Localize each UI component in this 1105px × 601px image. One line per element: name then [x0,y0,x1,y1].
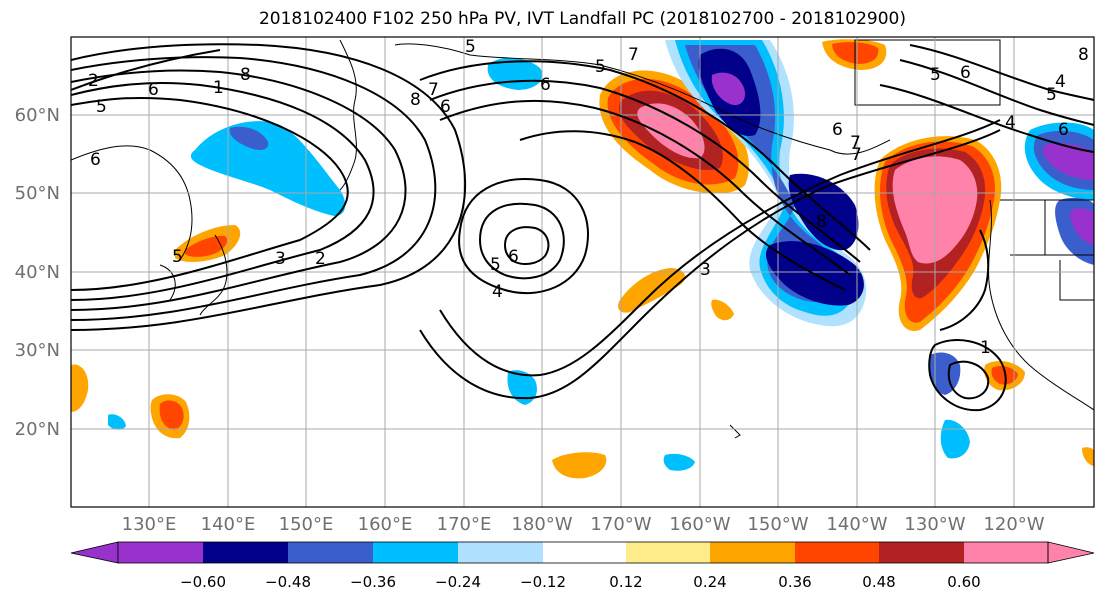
contour-label: 7 [428,80,439,100]
contour-label: 6 [540,75,551,95]
contour-label: 8 [816,212,827,232]
contour-label-group: 1 8 2 6 5 7 6 5 5 6 6 7 8 4 5 5 6 7 8 3 … [88,37,1089,358]
lon-label: 130°E [122,514,177,535]
lat-label: 20°N [15,419,60,440]
colorbar-tick-label: 0.12 [609,573,642,591]
contour-label: 6 [90,150,101,170]
contour-label: 6 [440,97,451,117]
colorbar-swatch [626,542,710,563]
colorbar-extend-left [70,541,119,564]
colorbar-tick-label: −0.36 [350,573,396,591]
contour-label: 1 [980,338,991,358]
contour-label: 5 [930,65,941,85]
lon-label: 160°E [358,514,413,535]
contour-label: 6 [832,120,843,140]
colorbar-tick-label: 0.36 [778,573,811,591]
lon-label: 130°W [904,514,965,535]
contour-label: 6 [960,63,971,83]
longitude-labels: 130°E 140°E 150°E 160°E 170°E 180°W 170°… [122,514,1045,535]
contour-label: 6 [508,247,519,267]
colorbar-swatch [964,542,1048,563]
lon-label: 150°W [747,514,808,535]
lon-label: 150°E [279,514,334,535]
lat-label: 30°N [15,340,60,361]
lon-label: 140°W [826,514,887,535]
colorbar-tick-label: −0.60 [180,573,226,591]
map-frame [70,36,1095,508]
contour-label: 8 [1078,45,1089,65]
latitude-labels: 60°N 50°N 40°N 30°N 20°N [15,105,60,440]
colorbar-swatch [288,542,373,563]
lon-label: 170°W [590,514,651,535]
contour-label: 2 [315,249,326,269]
map-panel: 1 8 2 6 5 7 6 5 5 6 6 7 8 4 5 5 6 7 8 3 … [71,37,1094,507]
contour-label: 5 [172,247,183,267]
colorbar-swatch [203,542,288,563]
contour-label: 7 [628,45,639,65]
colorbar-tick-label: −0.24 [435,573,481,591]
contour-label: 5 [96,97,107,117]
contour-label: 1 [213,78,224,98]
lat-label: 50°N [15,183,60,204]
colorbar-swatch [795,542,879,563]
contour-label: 4 [1005,113,1016,133]
colorbar-swatch [879,542,964,563]
lon-label: 140°E [201,514,256,535]
contour-label: 5 [595,57,606,77]
lon-label: 170°E [437,514,492,535]
map-title: 2018102400 F102 250 hPa PV, IVT Landfall… [258,9,906,29]
colorbar-ticks: −0.60 −0.48 −0.36 −0.24 −0.12 0.12 0.24 … [180,573,981,591]
contour-label: 8 [240,65,251,85]
contour-label: 8 [410,90,421,110]
contour-label: 4 [492,282,503,302]
colorbar-extend-right [1047,541,1095,564]
lon-label: 120°W [983,514,1044,535]
contour-label: 2 [88,71,99,91]
contour-label: 6 [148,80,159,100]
pv-contours [71,43,1094,412]
colorbar-tick-label: 0.24 [693,573,726,591]
contour-label: 3 [700,260,711,280]
contour-label: 3 [275,249,286,269]
colorbar-swatch [458,542,543,563]
colorbar: −0.60 −0.48 −0.36 −0.24 −0.12 0.12 0.24 … [70,541,1095,591]
colorbar-tick-label: −0.12 [520,573,566,591]
coastlines [71,39,1094,439]
lon-label: 160°W [669,514,730,535]
contour-label: 5 [465,37,476,57]
contour-label: 7 [850,133,861,153]
graticule [71,37,1094,507]
lat-label: 40°N [15,262,60,283]
contour-label: 6 [1058,120,1069,140]
contour-label: 7 [851,145,862,165]
colorbar-swatch [710,542,795,563]
contour-label: 4 [1055,72,1066,92]
colorbar-tick-label: −0.48 [265,573,311,591]
lon-label: 180°W [511,514,572,535]
colorbar-swatch [373,542,458,563]
colorbar-tick-label: 0.60 [947,573,980,591]
colorbar-tick-label: 0.48 [862,573,895,591]
contour-label: 5 [490,255,501,275]
lat-label: 60°N [15,105,60,126]
colorbar-swatch [543,542,626,563]
colorbar-swatch [118,542,203,563]
contour-label: 5 [1046,85,1057,105]
